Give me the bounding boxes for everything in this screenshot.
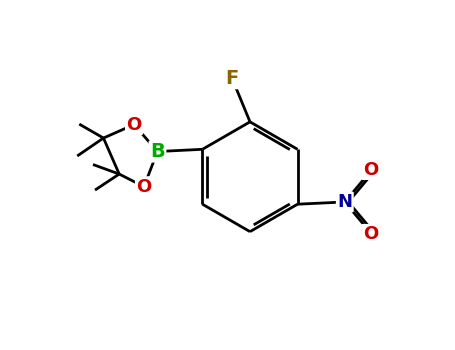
Text: B: B xyxy=(150,142,165,161)
Text: F: F xyxy=(225,69,238,88)
Text: N: N xyxy=(337,193,352,211)
Text: O: O xyxy=(136,178,152,196)
Text: O: O xyxy=(363,161,378,178)
Text: O: O xyxy=(363,225,378,243)
Text: O: O xyxy=(126,116,142,134)
